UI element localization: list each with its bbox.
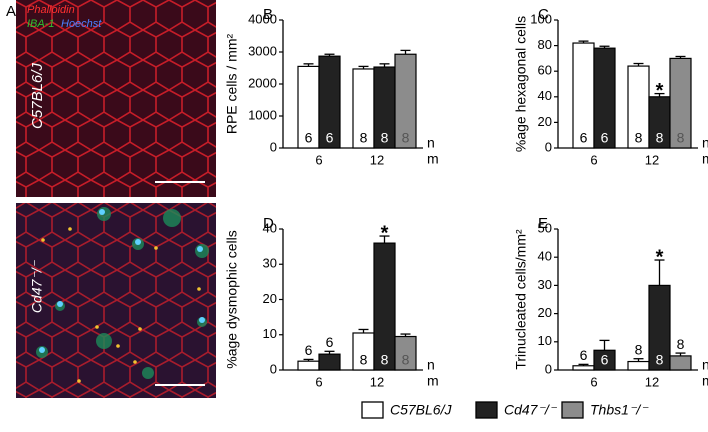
n-label: n xyxy=(427,135,435,151)
x-tick-label: 12 xyxy=(370,152,384,167)
y-tick-label: 2000 xyxy=(248,75,277,90)
y-tick-label: 3000 xyxy=(248,43,277,58)
n-count: 8 xyxy=(381,352,389,368)
x-axis-label: m xyxy=(702,151,708,167)
y-tick-label: 1000 xyxy=(248,107,277,122)
y-tick-label: 20 xyxy=(538,114,552,129)
panel-a: A Phalloidin IBA-1 Hoechst C57BL6/J Cd47… xyxy=(6,0,216,398)
y-tick-label: 80 xyxy=(538,37,552,52)
n-count: 6 xyxy=(305,342,313,358)
y-axis-label: RPE cells / mm² xyxy=(224,33,240,134)
n-count: 8 xyxy=(677,130,685,146)
strain-label: Cd47⁻/⁻ xyxy=(29,259,45,313)
panel-letter: D xyxy=(263,215,274,232)
cell-borders xyxy=(16,203,216,398)
y-tick-label: 20 xyxy=(263,291,277,306)
x-tick-label: 6 xyxy=(590,374,597,389)
stain-label: Phalloidin xyxy=(27,4,75,16)
y-tick-label: 50 xyxy=(538,220,552,235)
bar xyxy=(669,355,692,371)
asterisk-markers xyxy=(41,227,201,383)
y-tick-label: 40 xyxy=(538,249,552,264)
panel-letter: A xyxy=(6,3,16,20)
legend-swatch xyxy=(561,401,584,419)
y-tick-label: 4000 xyxy=(248,11,277,26)
x-tick-label: 12 xyxy=(645,152,659,167)
y-tick-label: 20 xyxy=(538,305,552,320)
significance: * xyxy=(656,80,664,102)
y-tick-label: 10 xyxy=(538,333,552,348)
n-count: 8 xyxy=(656,130,664,146)
y-tick-label: 40 xyxy=(538,88,552,103)
stain-label: Hoechst xyxy=(61,18,102,30)
x-tick-label: 6 xyxy=(590,152,597,167)
y-tick-label: 0 xyxy=(270,361,277,376)
x-tick-label: 12 xyxy=(370,374,384,389)
panel-letter: E xyxy=(538,215,548,232)
n-count: 8 xyxy=(402,130,410,146)
n-count: 8 xyxy=(360,130,368,146)
significance: * xyxy=(656,246,664,268)
y-axis-label: %age dysmophic cells xyxy=(224,230,240,369)
n-count: 8 xyxy=(677,336,685,352)
cell-borders xyxy=(16,0,216,197)
n-count: 8 xyxy=(656,352,664,368)
legend-swatch xyxy=(475,401,498,419)
y-tick-label: 40 xyxy=(263,220,277,235)
n-count: 6 xyxy=(601,352,609,368)
n-count: 8 xyxy=(635,341,643,357)
legend-swatch xyxy=(361,401,384,419)
x-tick-label: 6 xyxy=(315,374,322,389)
y-tick-label: 0 xyxy=(545,361,552,376)
x-tick-label: 6 xyxy=(315,152,322,167)
panel-letter: C xyxy=(538,6,549,23)
y-axis-label: Trinucleated cells/mm² xyxy=(513,229,529,370)
x-axis-label: m xyxy=(427,151,439,167)
x-axis-label: m xyxy=(427,373,439,389)
significance: * xyxy=(381,222,389,244)
n-count: 6 xyxy=(580,347,588,363)
y-tick-label: 30 xyxy=(263,256,277,271)
legend-label: C57BL6/J xyxy=(390,402,452,418)
y-axis-label: %age hexagonal cells xyxy=(513,16,529,152)
n-label: n xyxy=(427,357,435,373)
n-count: 8 xyxy=(381,130,389,146)
x-axis-label: m xyxy=(702,373,708,389)
n-count: 8 xyxy=(635,130,643,146)
bar xyxy=(572,365,595,371)
y-tick-label: 60 xyxy=(538,63,552,78)
y-tick-label: 10 xyxy=(263,326,277,341)
stain-label: IBA-1 xyxy=(27,18,55,30)
n-label: n xyxy=(702,135,708,151)
n-label: n xyxy=(702,357,708,373)
bar xyxy=(297,360,320,371)
legend-label: Cd47⁻/⁻ xyxy=(504,402,558,418)
panel-letter: B xyxy=(263,6,273,23)
n-count: 6 xyxy=(326,130,334,146)
bar xyxy=(318,353,341,371)
y-tick-label: 0 xyxy=(270,139,277,154)
legend-label: Thbs1⁻/⁻ xyxy=(590,402,649,418)
n-count: 6 xyxy=(326,334,334,350)
y-tick-label: 30 xyxy=(538,277,552,292)
y-tick-label: 100 xyxy=(530,11,552,26)
n-count: 8 xyxy=(402,352,410,368)
n-count: 6 xyxy=(305,130,313,146)
x-tick-label: 12 xyxy=(645,374,659,389)
n-count: 6 xyxy=(601,130,609,146)
n-count: 6 xyxy=(580,130,588,146)
y-tick-label: 0 xyxy=(545,139,552,154)
nuclei xyxy=(39,209,205,353)
strain-label: C57BL6/J xyxy=(29,63,46,129)
n-count: 8 xyxy=(360,352,368,368)
bar xyxy=(627,360,650,371)
